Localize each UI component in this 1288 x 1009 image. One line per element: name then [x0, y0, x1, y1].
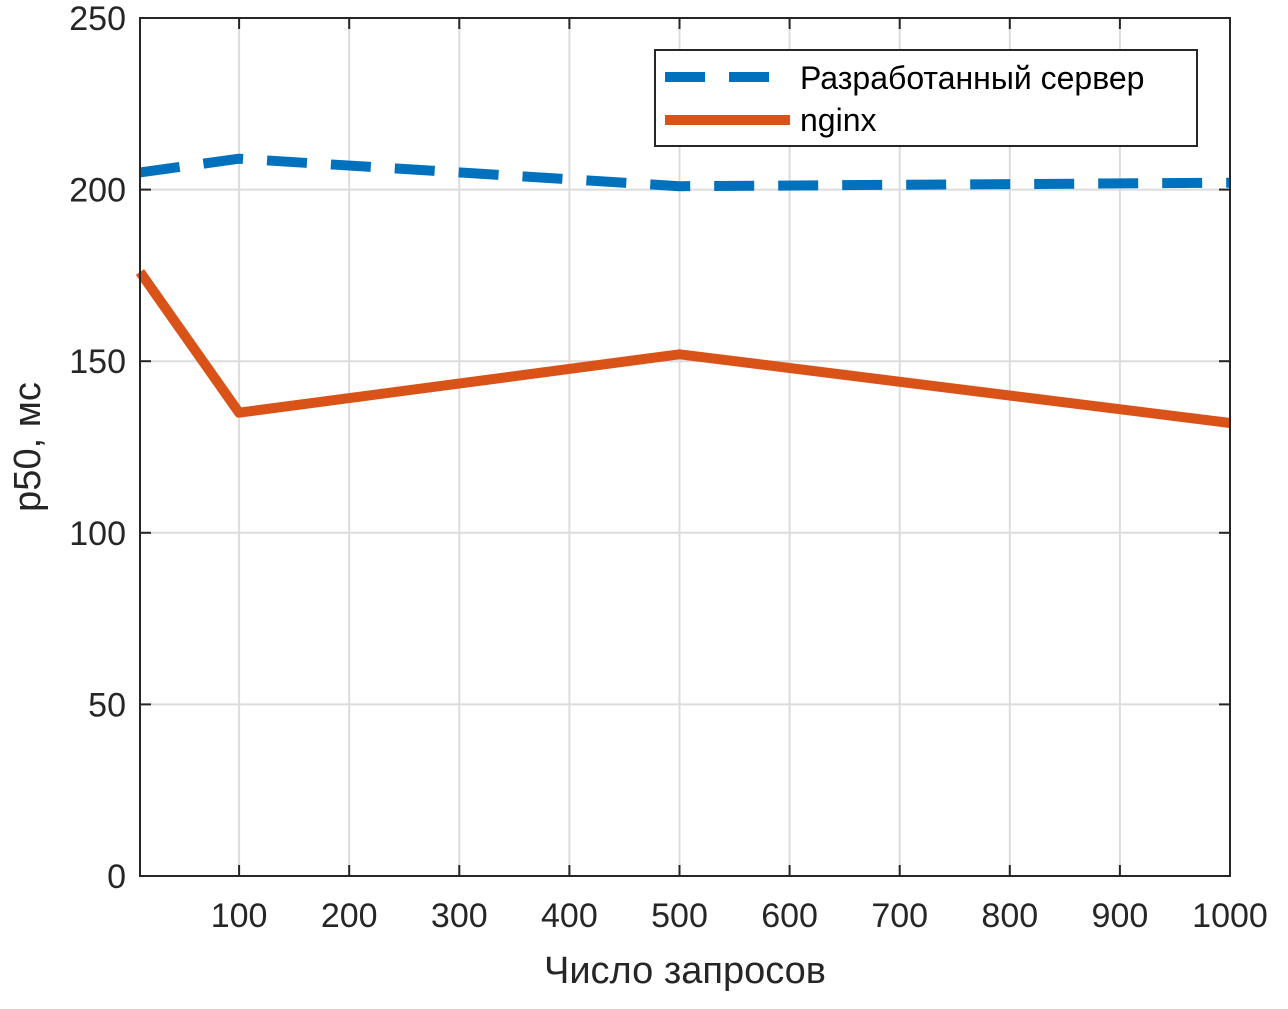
legend-label-nginx: nginx — [800, 102, 877, 138]
y-tick-label: 100 — [69, 515, 126, 553]
x-tick-label: 900 — [1092, 897, 1149, 935]
x-tick-label: 400 — [541, 897, 598, 935]
y-tick-label: 250 — [69, 0, 126, 38]
plot-frame — [139, 17, 1231, 877]
y-tick-label: 50 — [88, 686, 126, 724]
series-line-server — [139, 153, 1231, 192]
series-line-nginx — [135, 269, 1231, 428]
plot-background — [140, 18, 1230, 876]
legend-label-server: Разработанный сервер — [800, 60, 1144, 96]
legend: Разработанный сервер nginx — [654, 49, 1198, 147]
x-tick-label: 800 — [981, 897, 1038, 935]
series-lines — [135, 153, 1231, 428]
x-tick-label: 1000 — [1192, 897, 1268, 935]
x-tick-label: 500 — [651, 897, 708, 935]
x-tick-label: 600 — [761, 897, 818, 935]
legend-box — [654, 49, 1198, 147]
y-axis-title: p50, мс — [7, 382, 49, 512]
y-tick-label: 0 — [107, 858, 126, 896]
y-tick-label: 150 — [69, 343, 126, 381]
x-tick-label: 200 — [321, 897, 378, 935]
x-tick-label: 100 — [211, 897, 268, 935]
axis-ticks — [140, 17, 1231, 877]
x-tick-label: 300 — [431, 897, 488, 935]
tick-labels: 100 200 300 400 500 600 700 800 900 1000 0 50 100 150… — [69, 0, 1268, 935]
y-tick-label: 200 — [69, 172, 126, 210]
x-tick-label: 700 — [871, 897, 928, 935]
x-axis-title: Число запросов — [544, 950, 826, 992]
